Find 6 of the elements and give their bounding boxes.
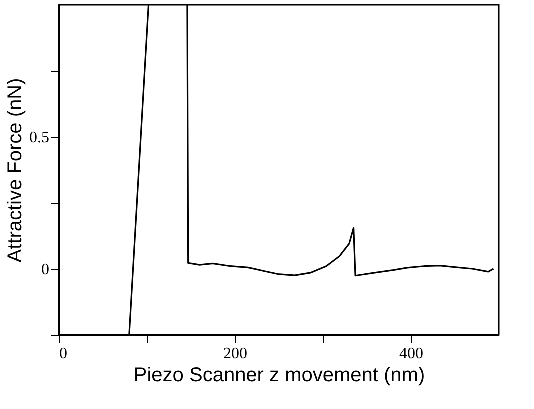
y-tick-label: 0.5 [30,130,50,146]
y-axis-title: Attractive Force (nN) [4,78,26,263]
x-tick-label: 200 [224,346,248,362]
x-axis-title: Piezo Scanner z movement (nm) [134,364,426,386]
x-tick-label: 400 [400,346,424,362]
x-tick-label: 0 [60,346,68,362]
